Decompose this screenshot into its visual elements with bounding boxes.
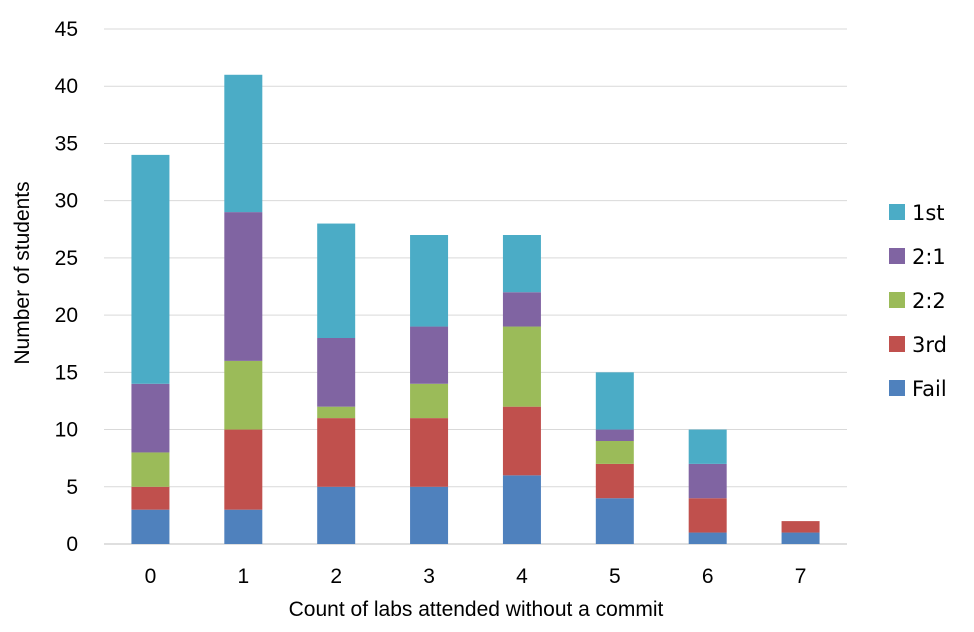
bar-segment-1st-1 xyxy=(224,74,263,213)
legend-label: Fail xyxy=(912,377,947,401)
legend-label: 2:1 xyxy=(912,245,946,269)
bar-segment-fail-2 xyxy=(317,486,356,544)
bar-segment-1st-0 xyxy=(131,154,170,384)
bar-segment-1st-6 xyxy=(688,429,727,464)
x-tick-label: 3 xyxy=(423,565,435,588)
bar-segment-fail-4 xyxy=(502,475,541,544)
legend-swatch xyxy=(889,380,905,396)
bar-segment-22-2 xyxy=(317,406,356,419)
x-tick-label: 7 xyxy=(795,565,807,588)
bar-segment-21-0 xyxy=(131,383,170,453)
bar-segment-1st-5 xyxy=(595,372,634,430)
bar-segment-fail-7 xyxy=(781,532,820,544)
x-tick-label: 2 xyxy=(330,565,342,588)
bars xyxy=(131,74,820,544)
bar-segment-3rd-2 xyxy=(317,418,356,487)
legend-swatch xyxy=(889,292,905,308)
bar-segment-3rd-1 xyxy=(224,429,263,510)
bar-segment-fail-6 xyxy=(688,532,727,544)
x-tick-label: 5 xyxy=(609,565,621,588)
bar-segment-1st-4 xyxy=(502,235,541,293)
bar-segment-21-3 xyxy=(410,326,449,384)
bar-segment-3rd-5 xyxy=(595,463,634,499)
gridlines xyxy=(104,28,847,545)
legend-swatch xyxy=(889,336,905,352)
bar-segment-1st-3 xyxy=(410,235,449,327)
x-tick-label: 0 xyxy=(145,565,157,588)
bar-segment-21-5 xyxy=(595,429,634,441)
y-tick-label: 35 xyxy=(55,132,78,155)
bar-segment-fail-1 xyxy=(224,509,263,544)
bar-segment-22-5 xyxy=(595,441,634,464)
y-axis-ticks: 0 5 10 15 20 25 30 35 40 45 xyxy=(55,18,78,556)
bar-segment-22-4 xyxy=(502,326,541,407)
bar-segment-22-0 xyxy=(131,452,170,487)
bar-segment-21-6 xyxy=(688,463,727,499)
bar-segment-21-2 xyxy=(317,338,356,407)
x-axis-ticks: 0 1 2 3 4 5 6 7 xyxy=(145,565,807,588)
bar-segment-3rd-4 xyxy=(502,406,541,476)
legend-swatch xyxy=(889,248,905,264)
y-tick-label: 45 xyxy=(55,18,78,41)
bar-segment-22-1 xyxy=(224,360,263,430)
x-tick-label: 6 xyxy=(702,565,714,588)
x-tick-label: 4 xyxy=(516,565,528,588)
bar-segment-3rd-7 xyxy=(781,521,820,533)
x-tick-label: 1 xyxy=(237,565,249,588)
y-tick-label: 40 xyxy=(55,75,78,98)
y-tick-label: 20 xyxy=(55,304,78,327)
bar-segment-3rd-3 xyxy=(410,418,449,487)
y-tick-label: 10 xyxy=(55,419,78,442)
y-tick-label: 0 xyxy=(66,533,78,556)
y-tick-label: 30 xyxy=(55,190,78,213)
legend: 1st 2:1 2:2 3rd Fail xyxy=(889,201,947,401)
y-axis-title: Number of students xyxy=(11,181,34,364)
bar-segment-fail-3 xyxy=(410,486,449,544)
legend-label: 1st xyxy=(912,201,945,225)
y-tick-label: 25 xyxy=(55,247,78,270)
legend-label: 2:2 xyxy=(912,289,946,313)
x-axis-title: Count of labs attended without a commit xyxy=(289,598,664,621)
bar-segment-21-1 xyxy=(224,212,263,361)
bar-segment-3rd-0 xyxy=(131,486,170,510)
bar-segment-22-3 xyxy=(410,383,449,419)
bar-segment-fail-5 xyxy=(595,498,634,544)
y-tick-label: 15 xyxy=(55,361,78,384)
legend-label: 3rd xyxy=(912,333,947,357)
bar-segment-fail-0 xyxy=(131,509,170,544)
bar-segment-1st-2 xyxy=(317,223,356,338)
bar-segment-3rd-6 xyxy=(688,498,727,533)
y-tick-label: 5 xyxy=(66,476,78,499)
bar-segment-21-4 xyxy=(502,292,541,327)
legend-swatch xyxy=(889,204,905,220)
